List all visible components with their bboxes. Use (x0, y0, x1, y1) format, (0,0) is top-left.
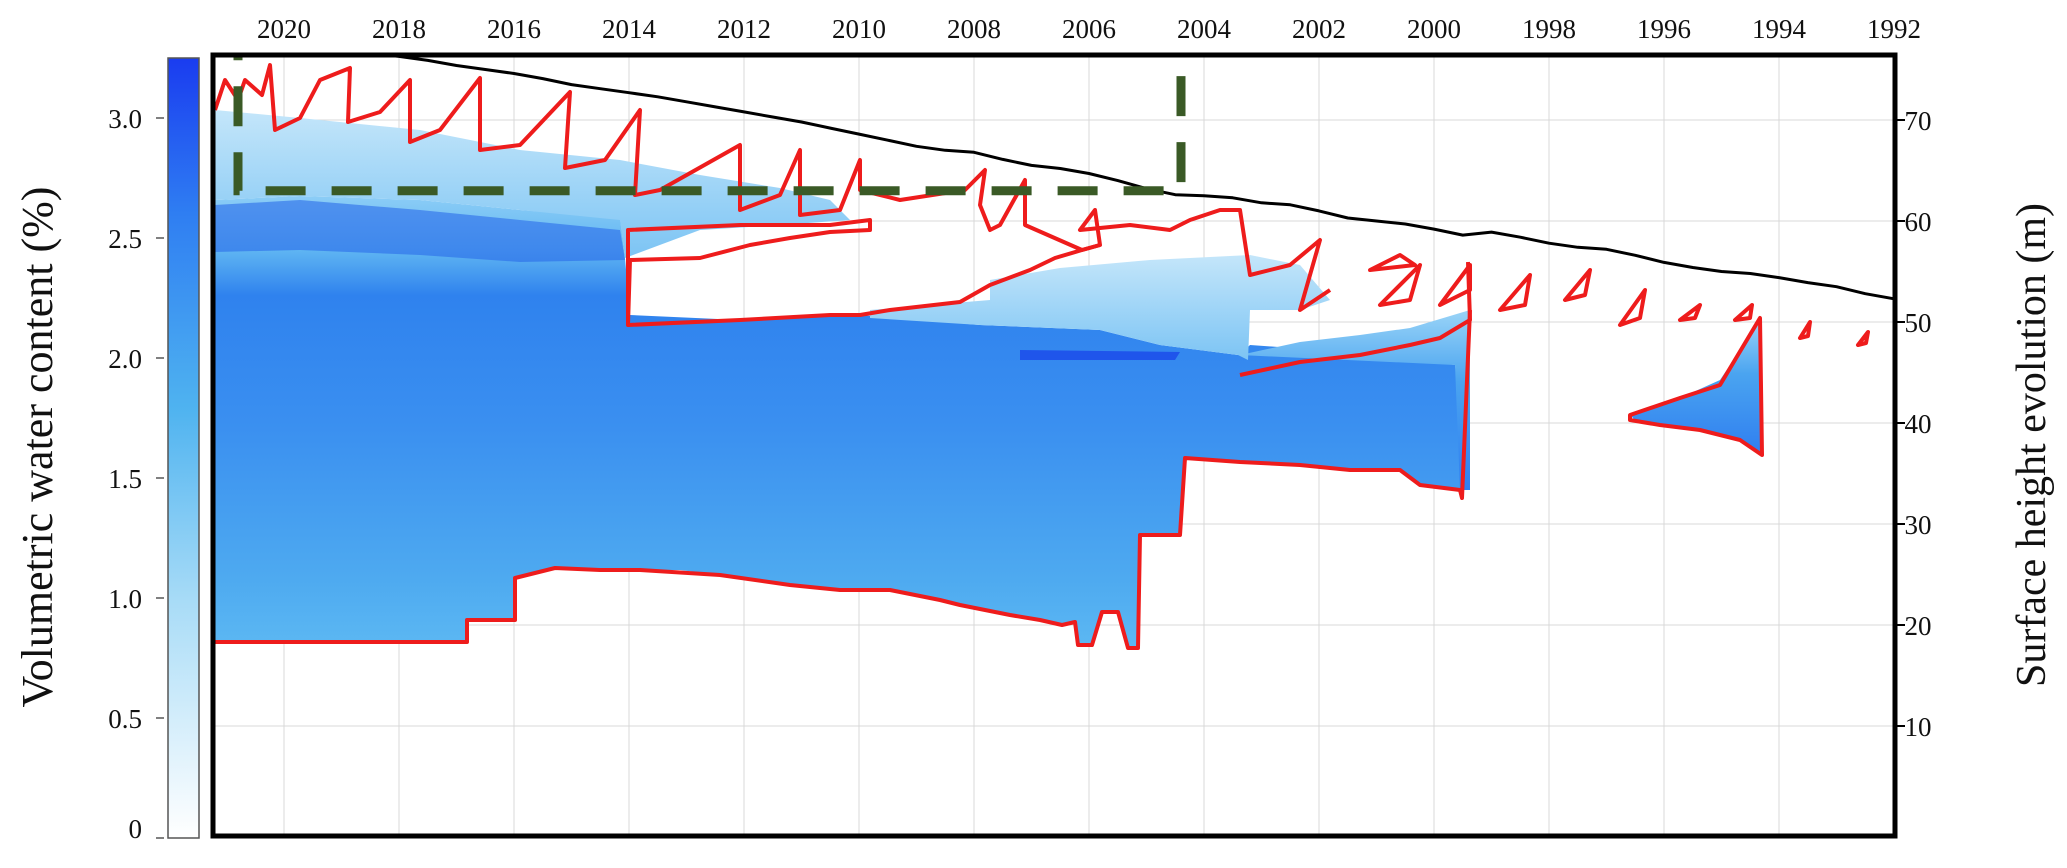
y-tick-label: 50 (1905, 308, 1932, 338)
colorbar-label: Volumetric water content (%) (13, 187, 62, 708)
colorbar: 0 0.5 1.0 1.5 2.0 2.5 3.0 (108, 57, 200, 844)
wet-zone-upper (215, 110, 850, 258)
x-tick-label: 2000 (1407, 14, 1461, 44)
plot-frame (210, 52, 1898, 839)
wet-zone-1994 (1630, 320, 1762, 455)
x-axis-ticks: 2020 2018 2016 2014 2012 2010 2008 2006 2004 2002… (257, 14, 1921, 44)
x-tick-label: 2004 (1177, 14, 1232, 44)
colorbar-tick-label: 0.5 (108, 704, 142, 734)
x-tick-label: 1994 (1752, 14, 1807, 44)
boundary-right-pocket (1239, 261, 1472, 377)
x-tick-label: 1992 (1867, 14, 1921, 44)
x-tick-label: 1998 (1522, 14, 1576, 44)
boundary-mid-pocket (627, 243, 1101, 327)
colorbar-tick-label: 2.5 (108, 224, 142, 254)
y-tick-label: 40 (1905, 409, 1932, 439)
colorbar-gradient (167, 57, 200, 839)
y-tick-label: 70 (1905, 106, 1932, 136)
x-tick-label: 2018 (372, 14, 426, 44)
y-tick-label: 20 (1905, 611, 1932, 641)
colorbar-tick-label: 2.0 (108, 344, 142, 374)
y-axis-ticks: 10 20 30 40 50 60 70 (1895, 106, 1932, 742)
wet-zone-boundaries (213, 63, 1870, 650)
surface-height-line (372, 55, 1895, 301)
y-tick-label: 10 (1905, 712, 1932, 742)
colorbar-tick-label: 3.0 (108, 104, 142, 134)
x-tick-label: 2020 (257, 14, 311, 44)
plot-area (213, 55, 1895, 836)
y-axis-right-label: Surface height evolution (m) (2009, 203, 2055, 687)
x-tick-label: 2006 (1062, 14, 1116, 44)
highlight-box (233, 55, 1186, 196)
colorbar-tick-label: 0 (129, 814, 143, 844)
x-tick-label: 2016 (487, 14, 541, 44)
x-tick-label: 1996 (1637, 14, 1691, 44)
colorbar-tick-label: 1.5 (108, 464, 142, 494)
colorbar-ticks: 0 0.5 1.0 1.5 2.0 2.5 3.0 (108, 104, 164, 844)
boundary-right-triangles (1368, 253, 1870, 347)
wet-zone-dense-band (215, 200, 625, 262)
y-tick-label: 30 (1905, 510, 1932, 540)
x-tick-label: 2002 (1292, 14, 1346, 44)
x-tick-label: 2010 (832, 14, 886, 44)
y-tick-label: 60 (1905, 207, 1932, 237)
x-tick-label: 2014 (602, 14, 657, 44)
wet-zone-shallow-right (870, 255, 1330, 360)
wet-zone-right (1240, 310, 1470, 490)
x-tick-label: 2008 (947, 14, 1001, 44)
boundary-sawtooth (213, 63, 1332, 312)
boundary-upper-pocket (626, 218, 872, 327)
boundary-bottom-main (215, 309, 1472, 650)
wet-zone-dense-band-2 (1020, 350, 1180, 360)
boundary-1994 (1628, 316, 1764, 457)
colorbar-tick-label: 1.0 (108, 584, 142, 614)
x-tick-label: 2012 (717, 14, 771, 44)
